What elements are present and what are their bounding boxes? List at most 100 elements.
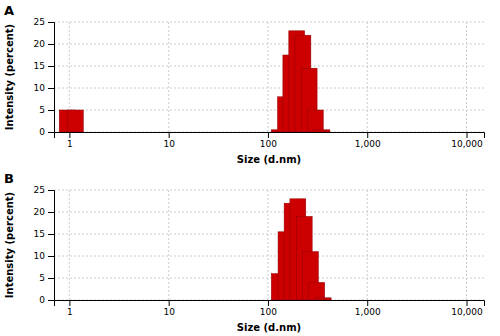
- tick: 10,000: [451, 132, 483, 149]
- tick-mark: [48, 256, 54, 257]
- grid-line: [54, 256, 484, 257]
- grid-line: [267, 190, 268, 300]
- tick-label: 100: [260, 139, 277, 149]
- tick-label: 10: [163, 307, 175, 317]
- tick-label: 0: [39, 127, 45, 137]
- tick: 10,000: [451, 300, 483, 317]
- tick: 1: [67, 300, 73, 317]
- bar: [307, 110, 323, 132]
- tick-label: 10,000: [451, 139, 483, 149]
- grid-line: [54, 66, 484, 67]
- panel: 1101001,00010,0000510152025Size (d.nm)In…: [4, 171, 485, 333]
- tick: 10: [163, 132, 175, 149]
- tick-label: 1,000: [355, 139, 381, 149]
- plot-area: 1 10 100 1,000 10,000 0 5 10 15 20 25: [34, 17, 485, 149]
- grid-line: [54, 234, 484, 235]
- grid-line: [267, 22, 268, 132]
- panel: 1 10 100 1,000 10,000 0 5 10 15 20 25 Size (d.nm) In…: [4, 3, 485, 165]
- grid-line: [54, 44, 484, 45]
- grid-line: [54, 88, 484, 89]
- tick-mark: [48, 190, 54, 191]
- tick-mark: [48, 132, 54, 133]
- tick: 20: [34, 39, 54, 49]
- y-axis-title: Intensity (percent): [4, 24, 15, 130]
- tick-mark: [48, 110, 54, 111]
- tick: 1,000: [355, 300, 381, 317]
- grid-line: [54, 278, 484, 279]
- tick-mark: [48, 44, 54, 45]
- tick-label: 1,000: [355, 307, 381, 317]
- panel-label: A: [4, 3, 14, 18]
- tick-label: 1: [67, 139, 73, 149]
- tick: 1: [67, 132, 73, 149]
- grid-line: [466, 22, 467, 132]
- grid: [54, 22, 484, 132]
- tick-mark: [169, 132, 170, 138]
- panel-label: B: [4, 171, 14, 186]
- grid-line: [69, 190, 70, 300]
- tick: 10: [163, 300, 175, 317]
- tick-label: 15: [34, 61, 45, 71]
- tick-label: 10: [34, 251, 46, 261]
- y-axis-title: Intensity (percent): [4, 192, 15, 298]
- tick: 5: [39, 105, 54, 115]
- x-axis: 1 10 100 1,000 10,000: [55, 300, 485, 317]
- grid-line: [367, 190, 368, 300]
- x-axis: 1 10 100 1,000 10,000: [55, 132, 485, 149]
- tick-label: 15: [34, 229, 45, 239]
- tick-mark: [467, 132, 468, 138]
- grid-line: [54, 22, 484, 23]
- tick-mark: [268, 132, 269, 138]
- tick-mark: [169, 300, 170, 306]
- grid-line: [466, 190, 467, 300]
- bars: [59, 31, 330, 132]
- tick-mark: [268, 300, 269, 306]
- tick: 15: [34, 229, 54, 239]
- tick-mark: [48, 212, 54, 213]
- tick: 25: [34, 17, 54, 27]
- plot-area: 1 10 100 1,000 10,000 0 5 10 15 20 25: [34, 185, 485, 317]
- tick-label: 1: [67, 307, 73, 317]
- bar: [314, 130, 330, 132]
- tick-mark: [367, 132, 368, 138]
- tick-mark: [367, 300, 368, 306]
- tick-label: 20: [34, 39, 46, 49]
- grid-line: [367, 22, 368, 132]
- tick-label: 0: [39, 295, 45, 305]
- tick-label: 100: [260, 307, 277, 317]
- tick-mark: [467, 300, 468, 306]
- grid-line: [54, 190, 484, 191]
- tick-mark: [48, 234, 54, 235]
- grid: [54, 190, 484, 300]
- tick: 0: [39, 295, 54, 305]
- x-axis-title: Size (d.nm): [237, 154, 301, 165]
- tick: 100: [260, 300, 277, 317]
- tick: 25: [34, 185, 54, 195]
- axis-line: [48, 23, 55, 133]
- y-axis: 0 5 10 15 20 25: [34, 17, 55, 137]
- axis-line: [48, 191, 55, 301]
- tick: 1,000: [355, 132, 381, 149]
- tick-label: 20: [34, 207, 46, 217]
- grid-line: [168, 190, 169, 300]
- tick-label: 5: [39, 105, 45, 115]
- bars: [271, 199, 331, 300]
- tick: 100: [260, 132, 277, 149]
- tick-label: 25: [34, 185, 45, 195]
- grid-line: [168, 22, 169, 132]
- y-axis: 0 5 10 15 20 25: [34, 185, 55, 305]
- tick-label: 5: [39, 273, 45, 283]
- axis-line: [55, 133, 485, 139]
- bar: [309, 282, 325, 300]
- grid-line: [54, 212, 484, 213]
- grid-line: [54, 110, 484, 111]
- tick-label: 10: [34, 83, 46, 93]
- tick: 0: [39, 127, 54, 137]
- tick: 10: [34, 251, 54, 261]
- tick-mark: [69, 300, 70, 306]
- bar: [67, 110, 83, 132]
- tick-label: 10,000: [451, 307, 483, 317]
- tick: 20: [34, 207, 54, 217]
- tick-mark: [48, 88, 54, 89]
- tick: 15: [34, 61, 54, 71]
